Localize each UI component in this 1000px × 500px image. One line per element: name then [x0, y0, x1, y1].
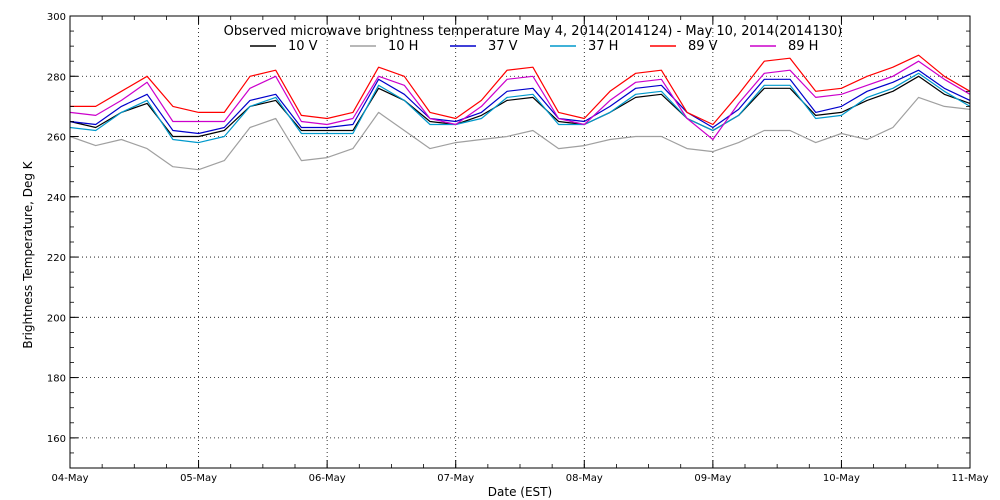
legend-label: 10 V — [288, 39, 318, 54]
y-tick-label: 240 — [47, 193, 66, 204]
y-tick-label: 280 — [47, 72, 66, 83]
y-tick-label: 300 — [47, 12, 66, 23]
y-tick-label: 180 — [47, 374, 66, 385]
x-axis-title: Date (EST) — [488, 485, 552, 499]
series-line-10-h — [69, 96, 971, 171]
legend-label: 37 H — [588, 39, 618, 54]
y-tick-label: 260 — [47, 133, 66, 144]
x-tick-label: 11-May — [951, 473, 988, 484]
series-line-10-v — [69, 75, 971, 138]
chart-title: Observed microwave brightness temperatur… — [224, 24, 843, 39]
x-tick-label: 09-May — [694, 473, 731, 484]
x-tick-label: 10-May — [823, 473, 860, 484]
x-tick-label: 06-May — [309, 473, 346, 484]
plot-frame — [69, 15, 971, 469]
legend: 10 V 10 H 37 V 37 H 89 V 89 H — [250, 39, 818, 54]
y-tick-label: 220 — [47, 253, 66, 264]
legend-label: 89 V — [688, 39, 718, 54]
y-tick-label: 200 — [47, 313, 66, 324]
x-tick-label: 07-May — [437, 473, 474, 484]
series-line-89-h — [69, 60, 971, 141]
x-tick-label: 04-May — [51, 473, 88, 484]
legend-label: 10 H — [388, 39, 418, 54]
legend-label: 37 V — [488, 39, 518, 54]
series-layer — [69, 54, 971, 171]
legend-label: 89 H — [788, 39, 818, 54]
series-line-37-v — [69, 69, 971, 135]
y-tick-label: 160 — [47, 434, 66, 445]
series-line-37-h — [69, 72, 971, 144]
x-tick-label: 08-May — [566, 473, 603, 484]
axes-layer: 160 180 200 220 240 260 280 300 04-May 05-May 06-M… — [47, 12, 989, 484]
y-axis-title: Brightness Temperature, Deg K — [21, 160, 35, 348]
series-line-89-v — [70, 54, 971, 126]
grid-layer — [70, 16, 970, 468]
x-tick-label: 05-May — [180, 473, 217, 484]
